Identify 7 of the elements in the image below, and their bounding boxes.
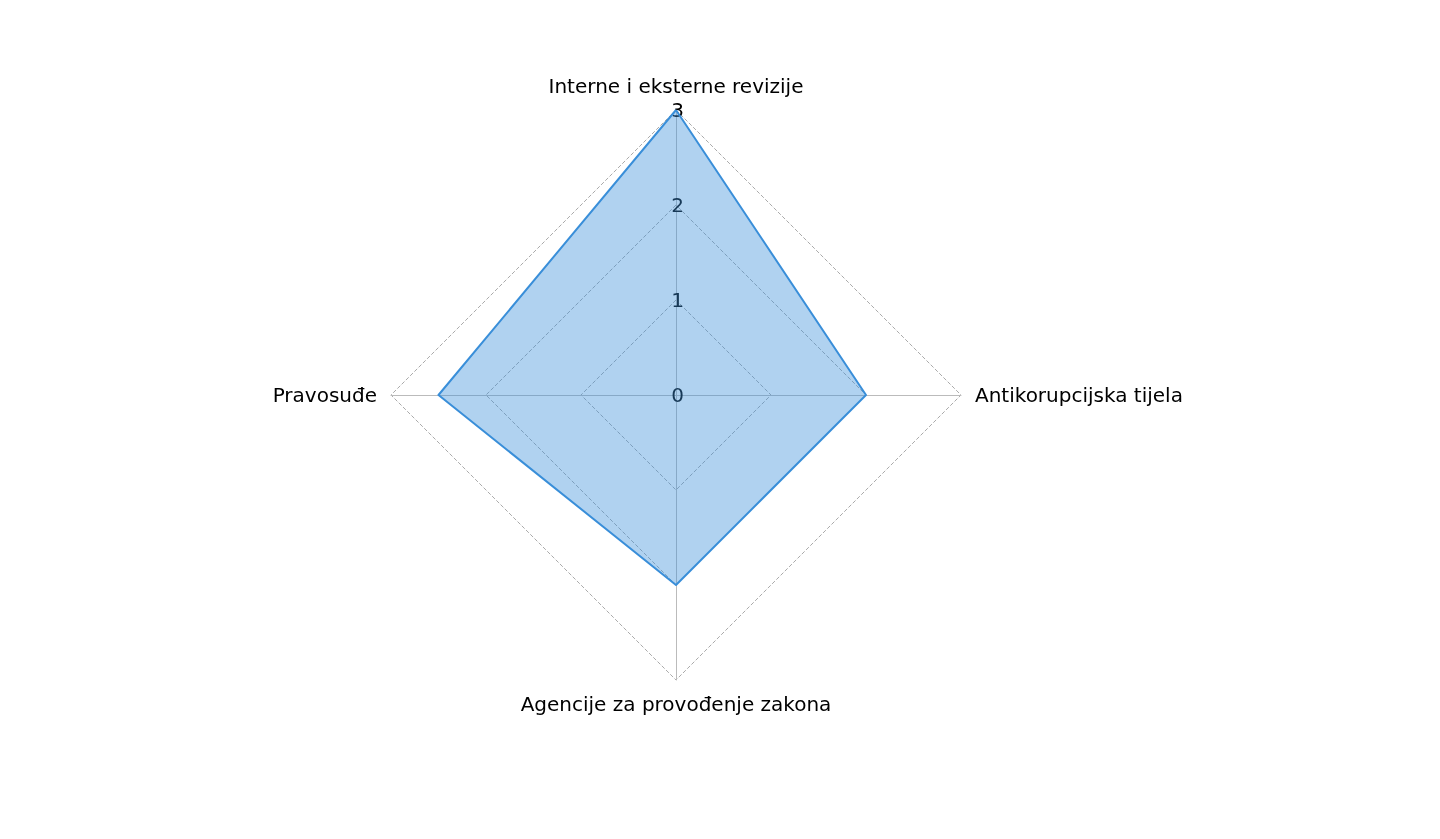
spoke-label: Agencije za provođenje zakona bbox=[520, 692, 832, 716]
spoke-label: Interne i eksterne revizije bbox=[548, 74, 804, 98]
spoke-label: Pravosuđe bbox=[272, 383, 377, 407]
y-tick-label: 1 bbox=[671, 288, 684, 312]
y-tick-label: 0 bbox=[671, 383, 684, 407]
spoke-label: Antikorupcijska tijela bbox=[975, 383, 1183, 407]
y-tick-label: 2 bbox=[671, 193, 684, 217]
